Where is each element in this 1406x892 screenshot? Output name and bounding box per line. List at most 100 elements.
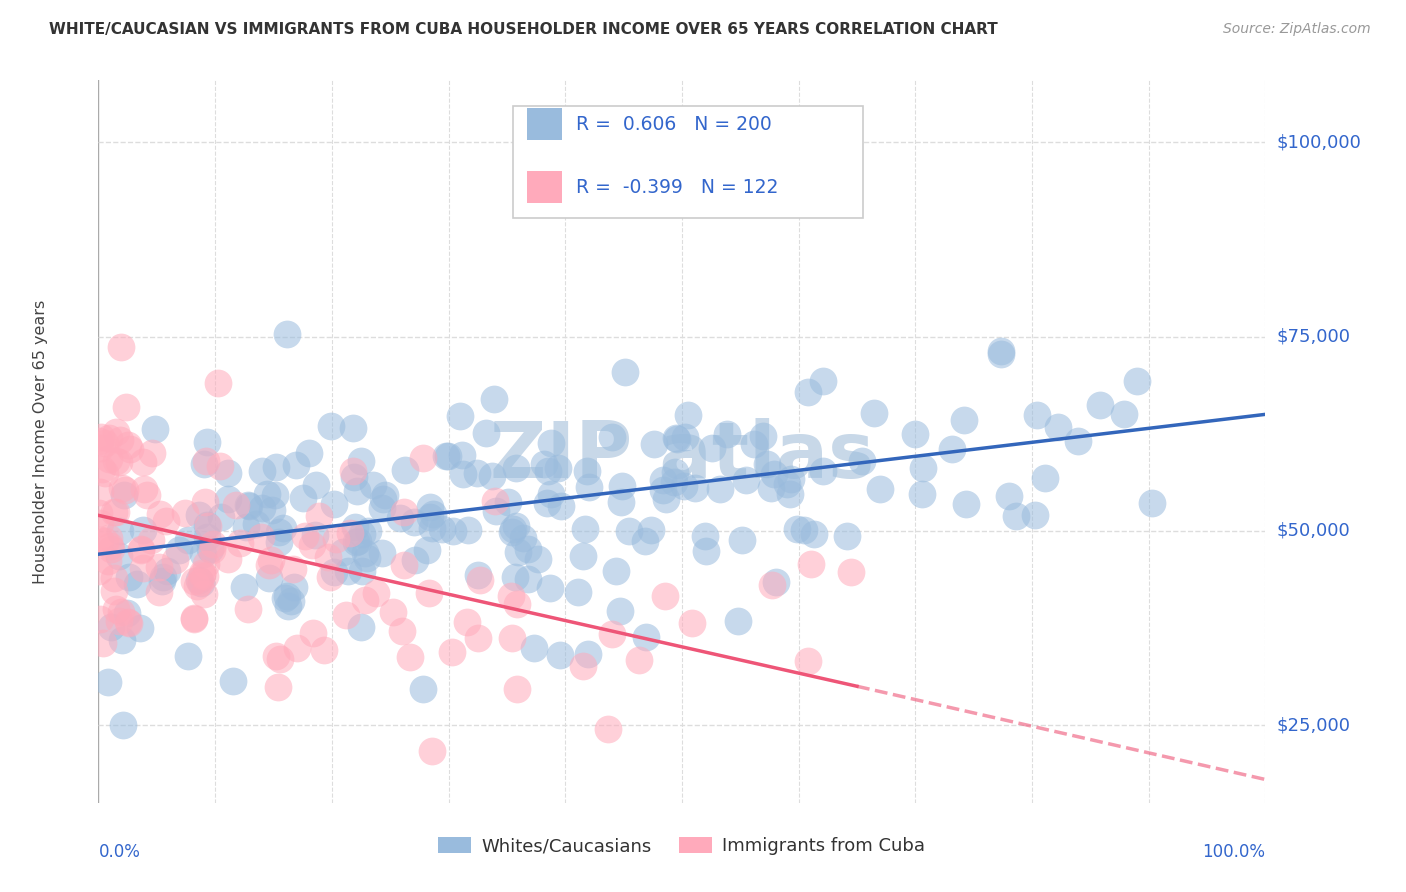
Point: [169, 543, 191, 558]
Point: [257, 558, 280, 572]
Point: [342, 421, 364, 435]
Point: [627, 653, 650, 667]
Point: [197, 518, 219, 533]
Point: [217, 491, 239, 506]
Point: [412, 681, 434, 696]
Point: [322, 497, 344, 511]
Point: [502, 522, 524, 536]
Point: [467, 568, 489, 582]
Point: [673, 430, 696, 444]
Point: [343, 469, 366, 483]
Point: [451, 467, 474, 482]
Point: [813, 374, 835, 388]
Point: [392, 505, 415, 519]
Point: [236, 498, 259, 512]
Point: [548, 648, 571, 663]
Point: [91, 636, 114, 650]
Point: [89, 485, 111, 500]
Point: [319, 419, 342, 434]
Point: [283, 580, 305, 594]
Point: [105, 505, 128, 519]
Point: [419, 509, 441, 524]
Point: [264, 460, 287, 475]
Point: [98, 539, 121, 553]
Point: [517, 572, 540, 586]
Point: [98, 452, 121, 467]
Point: [277, 599, 299, 613]
Point: [731, 533, 754, 548]
Point: [567, 585, 589, 599]
Point: [108, 549, 131, 563]
Point: [404, 553, 426, 567]
Point: [436, 449, 458, 463]
Point: [382, 605, 405, 619]
Point: [734, 473, 756, 487]
Point: [547, 461, 569, 475]
Point: [152, 570, 174, 584]
Point: [550, 499, 572, 513]
Point: [501, 589, 523, 603]
Point: [598, 723, 620, 737]
Point: [536, 496, 558, 510]
Point: [474, 426, 496, 441]
Point: [97, 531, 120, 545]
Point: [89, 564, 111, 578]
Point: [103, 571, 125, 585]
Point: [612, 479, 634, 493]
Point: [183, 610, 205, 624]
Point: [139, 533, 162, 547]
Point: [990, 347, 1012, 361]
Point: [129, 541, 152, 556]
Point: [201, 543, 224, 558]
Point: [352, 564, 374, 578]
Point: [1024, 508, 1046, 522]
Point: [953, 413, 976, 427]
Point: [911, 486, 934, 500]
Point: [111, 718, 134, 732]
Point: [188, 573, 211, 587]
Point: [155, 514, 177, 528]
Point: [665, 432, 688, 446]
Point: [141, 446, 163, 460]
Point: [346, 533, 368, 548]
Point: [354, 593, 377, 607]
Point: [271, 521, 294, 535]
Point: [350, 454, 373, 468]
Point: [533, 457, 555, 471]
Point: [614, 365, 637, 379]
Point: [505, 597, 527, 611]
Point: [496, 495, 519, 509]
Point: [353, 546, 375, 560]
Point: [503, 569, 526, 583]
Point: [191, 566, 214, 581]
Point: [811, 464, 834, 478]
Point: [1046, 420, 1069, 434]
Point: [89, 611, 111, 625]
Point: [90, 430, 112, 444]
Point: [481, 468, 503, 483]
Point: [1067, 434, 1090, 449]
Point: [578, 480, 600, 494]
Point: [430, 522, 453, 536]
Point: [990, 343, 1012, 358]
Point: [506, 681, 529, 696]
Point: [276, 589, 298, 603]
Point: [262, 503, 284, 517]
Point: [195, 434, 218, 449]
Point: [110, 340, 132, 354]
Point: [93, 534, 115, 549]
Point: [572, 659, 595, 673]
Point: [374, 488, 396, 502]
Point: [207, 376, 229, 390]
Point: [540, 487, 562, 501]
Point: [617, 524, 640, 538]
Point: [605, 565, 627, 579]
Point: [322, 565, 344, 579]
Point: [388, 511, 411, 525]
Text: Householder Income Over 65 years: Householder Income Over 65 years: [32, 300, 48, 583]
Point: [941, 442, 963, 457]
Point: [371, 491, 394, 506]
Point: [527, 552, 550, 566]
Point: [267, 534, 290, 549]
Point: [654, 492, 676, 507]
